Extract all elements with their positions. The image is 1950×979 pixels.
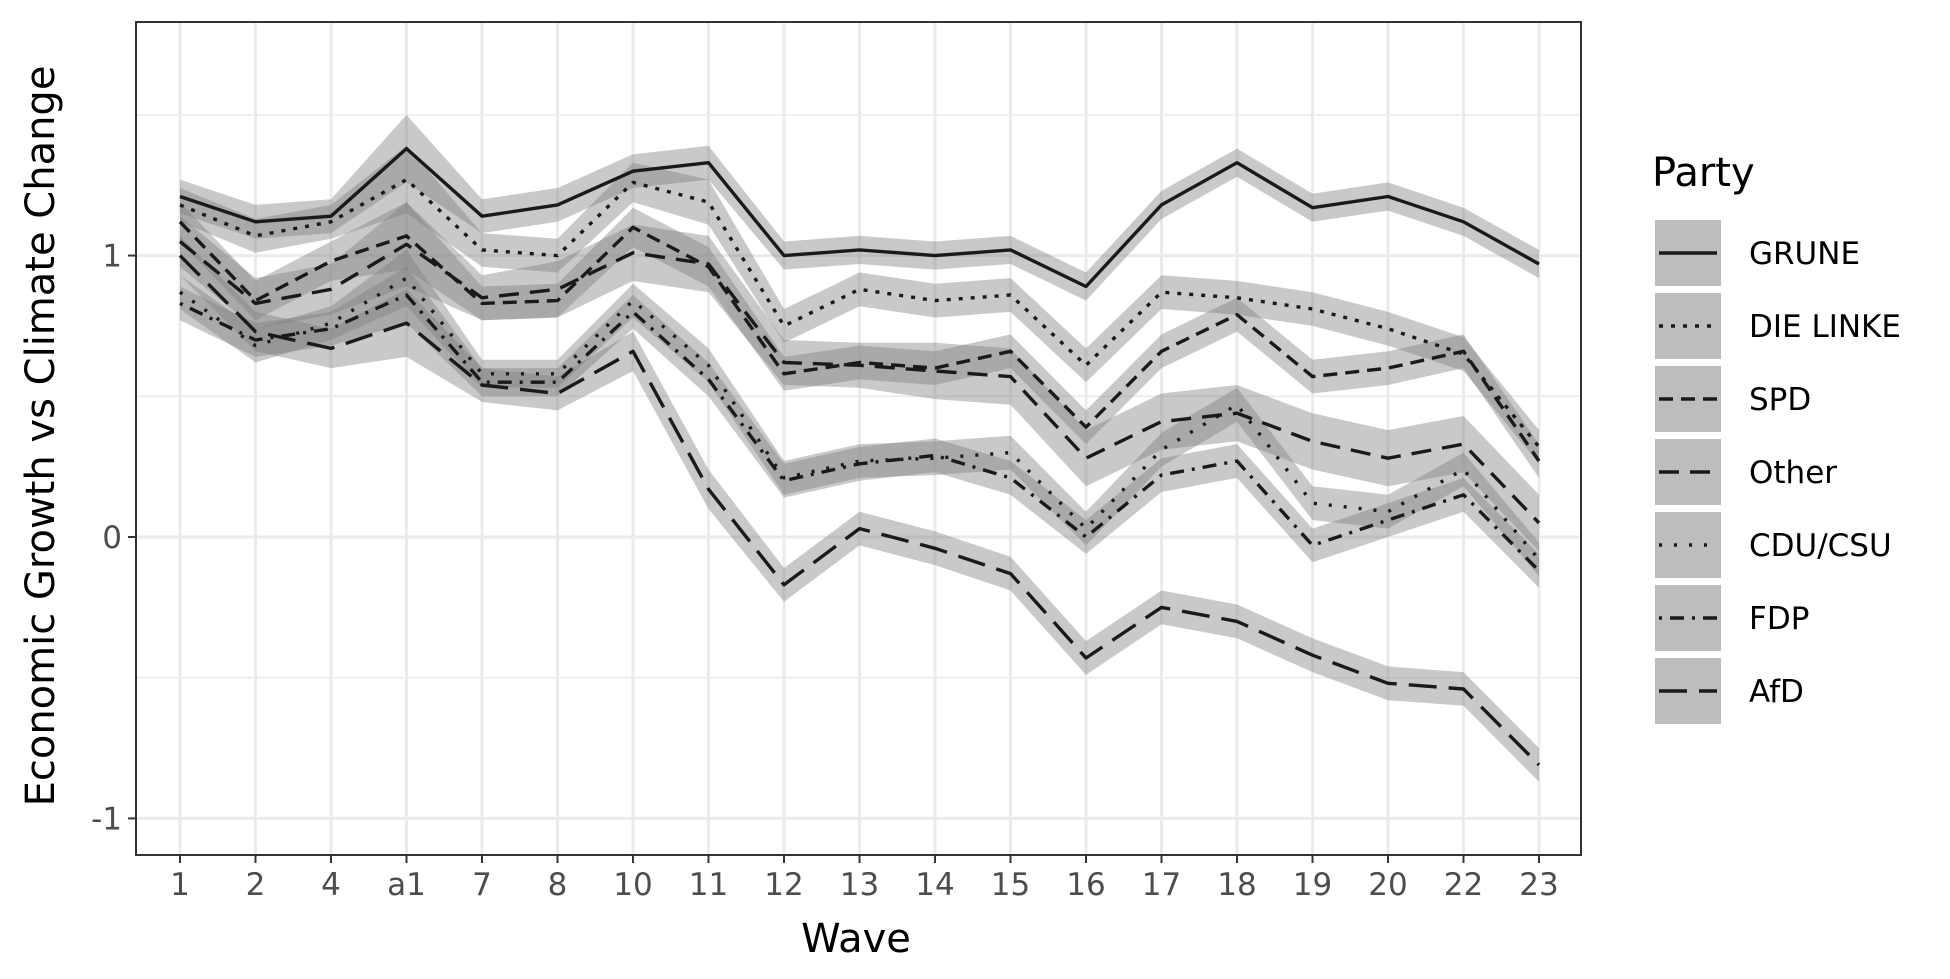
legend-label-other: Other [1749,455,1837,491]
legend-key-die-linke [1655,293,1721,359]
x-tick-label: 12 [764,867,803,903]
legend-item-die-linke: DIE LINKE [1655,293,1901,359]
line-afd [178,254,1541,767]
x-tick-label: 23 [1519,867,1558,903]
legend-label-fdp: FDP [1749,601,1809,637]
legend-title: Party [1652,150,1755,196]
x-tick-label: 22 [1444,867,1483,903]
legend-item-spd: SPD [1655,366,1811,432]
y-tick-label: 0 [102,520,122,556]
y-axis-ticks: -1 0 1 [91,239,136,837]
x-tick-label: 19 [1293,867,1332,903]
x-tick-label: 1 [170,867,190,903]
legend-item-grune: GRUNE [1655,220,1860,286]
x-tick-label: 17 [1142,867,1181,903]
x-tick-label: 4 [321,867,341,903]
gridlines [136,22,1581,855]
legend-label-spd: SPD [1749,382,1811,418]
x-tick-label: 14 [915,867,954,903]
legend-item-fdp: FDP [1655,585,1809,651]
x-tick-label: 11 [689,867,728,903]
ribbon-die-linke [180,145,1539,464]
x-tick-label: 13 [840,867,879,903]
line-spd [178,220,1541,462]
series-lines [178,146,1541,767]
y-axis-title: Economic Growth vs Climate Change [18,66,64,807]
legend-key-cdu-csu [1655,512,1721,578]
legend-item-other: Other [1655,439,1837,505]
legend-label-grune: GRUNE [1749,236,1860,272]
line-fdp [179,293,1541,572]
legend: Party GRUNE DIE LINKE SPD Other CDU/CSU FDP Af… [1652,150,1901,724]
x-tick-label: 10 [613,867,652,903]
x-tick-label: a1 [387,867,426,903]
x-tick-label: 7 [472,867,492,903]
confidence-ribbons [180,114,1539,782]
legend-label-afd: AfD [1749,674,1804,710]
x-tick-label: 18 [1217,867,1256,903]
y-tick-label: 1 [102,239,122,275]
x-axis-title: Wave [801,916,911,962]
x-tick-label: 16 [1066,867,1105,903]
legend-item-cdu-csu: CDU/CSU [1655,512,1892,578]
ribbon-spd [180,202,1539,478]
ribbon-other [180,202,1539,552]
x-axis-ticks: 1 2 4 a1 7 8 10 11 12 13 14 15 16 17 18 19 20 22 23 [170,855,1559,903]
legend-label-die-linke: DIE LINKE [1749,309,1901,345]
x-tick-label: 20 [1368,867,1407,903]
line-other [178,240,1541,525]
x-tick-label: 2 [246,867,266,903]
ribbon-afd [180,235,1539,782]
line-grune [179,146,1540,289]
x-tick-label: 15 [991,867,1030,903]
y-tick-label: -1 [91,801,122,837]
legend-label-cdu-csu: CDU/CSU [1749,528,1892,564]
ribbon-grune [180,114,1539,301]
x-tick-label: 8 [548,867,568,903]
legend-item-afd: AfD [1655,658,1804,724]
legend-items: GRUNE DIE LINKE SPD Other CDU/CSU FDP AfD [1655,220,1901,724]
